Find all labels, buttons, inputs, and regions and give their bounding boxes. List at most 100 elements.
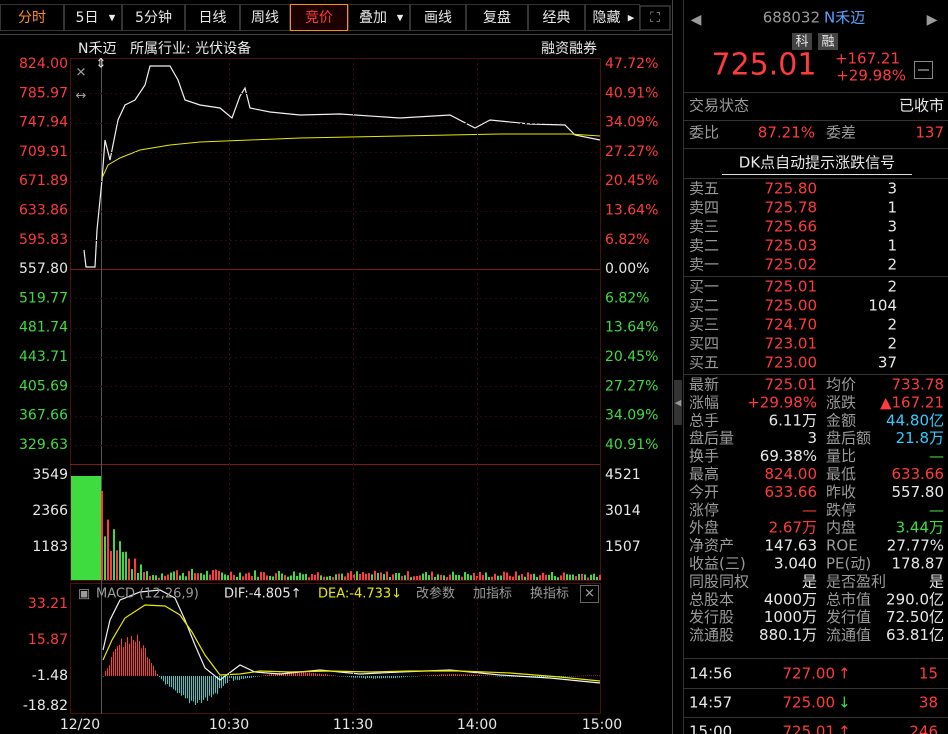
tab[interactable]	[64, 4, 122, 31]
macd-bar	[285, 672, 286, 676]
tab-label[interactable]: 5分钟	[135, 9, 172, 26]
macd-bar	[415, 676, 416, 677]
collapse-arrow[interactable]: ◂	[675, 396, 682, 411]
average-line	[101, 133, 601, 179]
macd-icon[interactable]: ▣	[78, 587, 90, 602]
macd-bar	[491, 675, 492, 677]
tab-label[interactable]: 5日	[76, 10, 99, 26]
plot-frame	[70, 58, 601, 581]
volume-bar	[533, 573, 535, 580]
book-price: 725.78	[765, 199, 818, 217]
signal-banner[interactable]: DK点自动提示涨跌信号	[739, 154, 895, 172]
stat-label: 外盘	[689, 519, 719, 537]
collapse-handle[interactable]	[674, 380, 682, 425]
tab[interactable]	[185, 4, 240, 31]
tick-qty: 38	[919, 694, 938, 712]
indicator-button[interactable]: 改参数	[416, 586, 455, 602]
tab[interactable]	[410, 4, 466, 31]
volume-bar	[287, 576, 289, 580]
volume-bar	[341, 573, 343, 580]
tab[interactable]	[348, 4, 410, 31]
tab[interactable]	[290, 4, 348, 31]
tab[interactable]	[0, 4, 64, 31]
volume-bar	[116, 550, 118, 580]
volume-bar	[260, 571, 262, 580]
macd-bar	[313, 673, 314, 676]
volume-bar	[551, 572, 553, 580]
pct-axis-label: 40.91%	[605, 437, 658, 453]
macd-bar	[319, 673, 320, 676]
macd-bar	[445, 674, 446, 676]
tab[interactable]	[466, 4, 528, 31]
tab[interactable]	[585, 4, 640, 31]
close-box[interactable]	[580, 585, 599, 603]
badge	[818, 33, 838, 50]
tab-label[interactable]: 画线	[424, 10, 452, 26]
macd-bar	[107, 668, 108, 676]
expand-icon[interactable]: ⛶	[650, 10, 660, 26]
macd-axis-label: -18.82	[23, 698, 68, 714]
volume-bar	[443, 575, 445, 580]
close-icon[interactable]: ✕	[584, 587, 595, 602]
volume-bar	[428, 575, 430, 580]
macd-bar	[147, 657, 148, 676]
change-pct: +29.98%	[836, 67, 906, 85]
macd-bar	[265, 675, 266, 676]
macd-bar	[435, 674, 436, 676]
macd-bar	[439, 674, 440, 676]
stat-value: 是	[929, 572, 944, 590]
macd-bar	[323, 674, 324, 676]
resize-icon[interactable]: ↔	[76, 89, 87, 104]
macd-bar	[545, 676, 546, 677]
volume-bar	[290, 575, 292, 580]
macd-bar	[449, 674, 450, 676]
dropdown-arrow[interactable]: ▾	[397, 11, 404, 26]
stat-value: 880.1万	[759, 626, 817, 644]
tab-label[interactable]: 竞价	[305, 9, 333, 26]
stat-value: +29.98%	[747, 393, 817, 411]
stat-value: 63.81亿	[886, 626, 944, 644]
tab-label[interactable]: 日线	[199, 10, 227, 26]
volume-bar	[554, 575, 556, 580]
volume-bar	[176, 570, 178, 580]
more-arrow[interactable]: ▸	[628, 11, 635, 26]
tab-label[interactable]: 周线	[251, 10, 279, 26]
volume-bar	[170, 572, 172, 580]
volume-bar	[326, 576, 328, 580]
volume-bar	[143, 572, 145, 580]
stat-label: 盘后量	[689, 429, 734, 447]
macd-bar	[161, 676, 162, 680]
tab-label[interactable]: 经典	[543, 10, 571, 26]
indicator-button[interactable]: 加指标	[473, 587, 512, 602]
dea-label: DEA:-4.733↓	[318, 587, 402, 602]
close-icon[interactable]: ✕	[76, 66, 87, 81]
tab[interactable]	[240, 4, 290, 31]
macd-bar	[595, 675, 596, 676]
macd-axis-label: 33.21	[28, 596, 68, 612]
macd-bar	[421, 675, 422, 677]
macd-bar	[117, 646, 118, 676]
macd-bar	[425, 675, 426, 676]
macd-bar	[213, 676, 214, 695]
book-qty: 2	[887, 335, 897, 353]
tab-label[interactable]: 叠加	[359, 10, 387, 26]
macd-bar	[207, 676, 208, 701]
volume-axis-label: 3014	[605, 503, 641, 519]
macd-bar	[273, 674, 274, 676]
tab-label[interactable]: 复盘	[483, 9, 511, 26]
tab-label[interactable]: 隐藏	[593, 10, 621, 26]
indicator-button[interactable]: 换指标	[530, 587, 569, 602]
tab[interactable]	[122, 4, 185, 31]
macd-bar	[111, 657, 112, 676]
next-arrow[interactable]: ▶	[927, 12, 938, 28]
volume-bar	[569, 574, 571, 580]
tab-label[interactable]: 分时	[18, 10, 46, 26]
tab[interactable]	[528, 4, 585, 31]
volume-bar	[383, 574, 385, 580]
prev-arrow[interactable]: ◀	[691, 12, 702, 28]
volume-bar	[239, 572, 241, 580]
minimize-box[interactable]	[914, 61, 933, 79]
macd-bar	[143, 645, 144, 676]
macd-bar	[559, 676, 560, 677]
dropdown-arrow[interactable]: ▾	[109, 11, 116, 26]
